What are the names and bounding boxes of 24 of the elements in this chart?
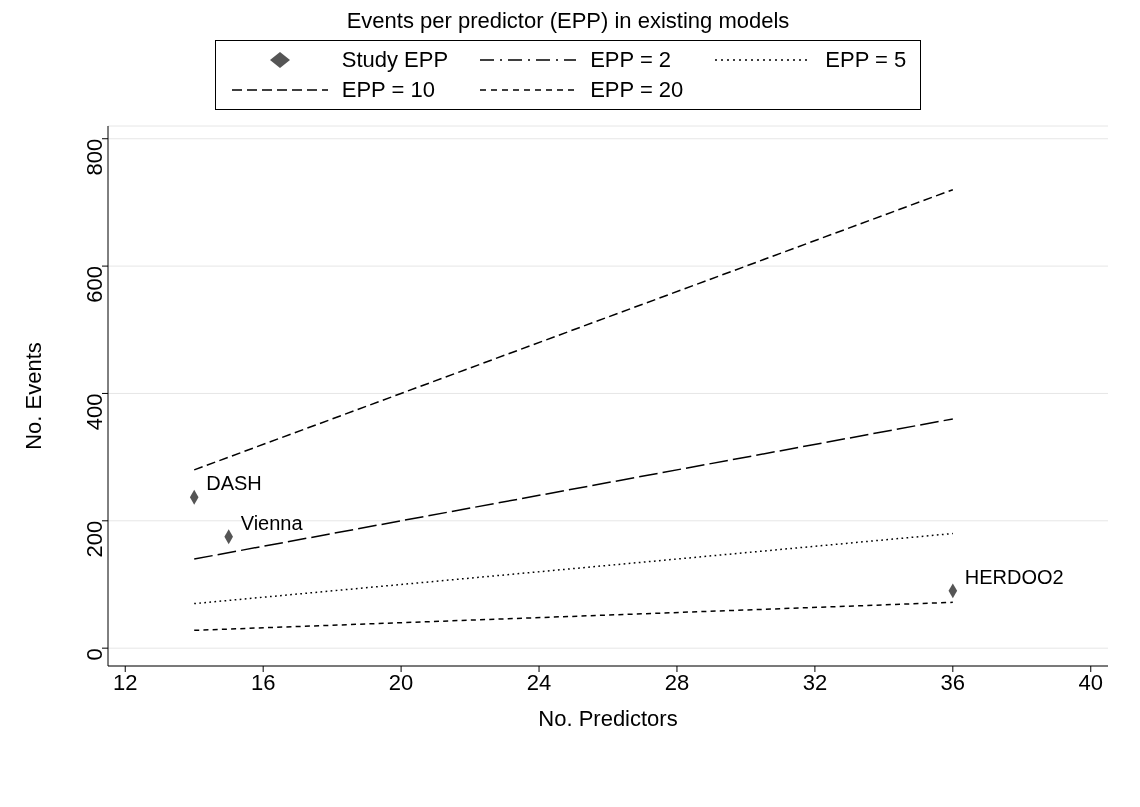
x-tick-label: 36: [940, 669, 966, 695]
x-tick-label: 28: [664, 669, 690, 695]
x-axis-title: No. Predictors: [538, 706, 678, 731]
legend-label: EPP = 20: [590, 77, 684, 103]
chart-title: Events per predictor (EPP) in existing models: [345, 8, 791, 34]
x-tick-label: 12: [113, 669, 138, 695]
x-tick-label: 24: [526, 669, 552, 695]
y-tick-label: 400: [81, 393, 107, 431]
y-tick-label: 0: [81, 648, 107, 661]
x-tick-label: 40: [1078, 669, 1103, 695]
annotation: Vienna: [240, 511, 304, 534]
legend-label: EPP = 2: [590, 47, 672, 73]
y-tick-label: 200: [81, 520, 107, 558]
x-tick-label: 20: [388, 669, 414, 695]
y-axis-title: No. Events: [20, 342, 46, 450]
x-tick-label: 16: [250, 669, 276, 695]
legend-label: EPP = 5: [825, 47, 907, 73]
y-tick-label: 800: [81, 138, 107, 176]
y-tick-label: 600: [81, 266, 107, 303]
legend-label: EPP = 10: [341, 77, 435, 103]
annotation: HERDOO2: [964, 565, 1064, 588]
x-tick-label: 32: [802, 669, 828, 695]
annotation: DASH: [206, 472, 262, 495]
legend-label: Study EPP: [341, 47, 449, 73]
